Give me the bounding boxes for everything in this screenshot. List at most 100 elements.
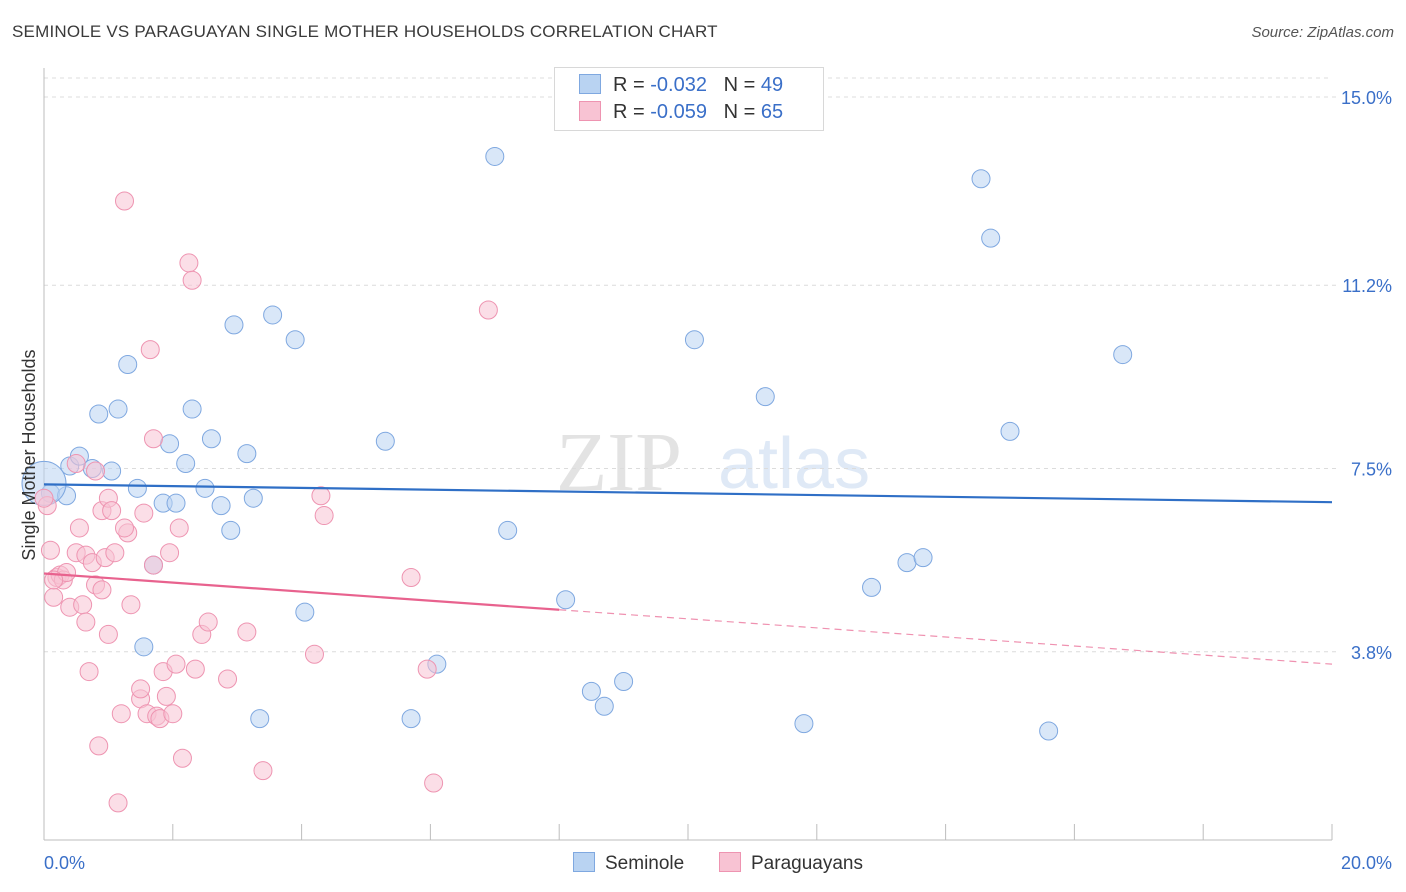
seminole-point [556, 590, 576, 610]
paraguayan-point [111, 704, 131, 724]
seminole-point [237, 444, 257, 464]
n-value-seminole: 49 [760, 74, 784, 96]
n-label: N = [723, 74, 756, 96]
seminole-point [498, 520, 518, 540]
paraguayan-point [115, 191, 134, 211]
seminole-point [221, 520, 241, 540]
seminole-point [581, 681, 601, 701]
y-tick-label: 7.5% [1351, 460, 1392, 480]
paraguayan-point [169, 518, 189, 538]
paraguayan-point [89, 736, 109, 756]
paraguayan-point [105, 543, 125, 563]
chart-source: Source: ZipAtlas.com [1251, 24, 1394, 41]
r-value-paraguayans: -0.059 [650, 101, 707, 123]
seminole-point [263, 305, 283, 325]
paraguayan-point [92, 580, 112, 600]
paraguayan-point [179, 253, 199, 273]
seminole-point [285, 330, 305, 350]
paraguayan-point [156, 686, 176, 706]
paraguayan-point [40, 540, 60, 560]
seminole-swatch [579, 74, 601, 94]
r-value-seminole: -0.032 [650, 74, 707, 96]
y-tick-label: 3.8% [1351, 643, 1392, 663]
chart-title: SEMINOLE VS PARAGUAYAN SINGLE MOTHER HOU… [12, 22, 718, 41]
x-tick-label: 20.0% [1341, 853, 1392, 873]
paraguayan-points [34, 191, 498, 813]
seminole-point [684, 330, 704, 350]
n-label: N = [723, 101, 756, 123]
seminole-point [224, 315, 244, 335]
paraguayan-point [79, 662, 99, 682]
seminole-point [182, 399, 202, 419]
trend-lines [43, 483, 1333, 665]
y-tick-label: 11.2% [1342, 276, 1392, 296]
seminole-point [176, 454, 196, 474]
seminole-point [755, 387, 775, 407]
seminole-legend-swatch [573, 852, 595, 872]
paraguayan-point [166, 654, 186, 674]
watermark-atlas: atlas [718, 424, 870, 504]
paraguayan-point [73, 595, 93, 615]
seminole-trend-line [43, 483, 1333, 504]
paraguayan-point [143, 555, 163, 575]
paraguayan-point [182, 270, 202, 290]
paraguayan-point [424, 773, 444, 793]
paraguayan-point [121, 595, 141, 615]
seminole-point [1000, 421, 1020, 441]
paraguayan-legend-label: Paraguayans [751, 853, 863, 874]
legend-row-paraguayans: R = -0.059 N = 65 [579, 101, 783, 125]
paraguayan-point [478, 300, 498, 320]
legend-row-seminole: R = -0.032 N = 49 [579, 74, 783, 98]
paraguayan-point [304, 644, 324, 664]
tick-labels: 3.8% 7.5% 11.2% 15.0% 0.0% 20.0% [44, 88, 1392, 873]
seminole-point [913, 548, 933, 568]
paraguayan-point [115, 518, 134, 538]
paraguayan-point [76, 612, 96, 632]
paraguayan-point [311, 486, 331, 506]
grid-lines [44, 77, 1340, 653]
paraguayan-trend-line [43, 572, 560, 611]
paraguayan-point [218, 669, 238, 689]
seminole-point [211, 496, 231, 516]
seminole-point [166, 493, 186, 513]
n-value-paraguayans: 65 [760, 101, 784, 123]
seminole-point [250, 709, 270, 729]
legend-item-seminole[interactable]: Seminole [573, 852, 684, 875]
seminole-point [375, 431, 395, 451]
seminole-legend-label: Seminole [605, 853, 685, 874]
seminole-point [897, 553, 917, 573]
seminole-point [89, 404, 109, 424]
paraguayan-point [237, 622, 257, 642]
axes [43, 68, 1333, 841]
paraguayan-legend-swatch [719, 852, 741, 872]
paraguayan-point [102, 501, 122, 521]
paraguayan-point [108, 793, 128, 813]
paraguayan-point [417, 659, 437, 679]
seminole-point [1113, 345, 1133, 365]
paraguayan-point [131, 679, 151, 699]
seminole-point [401, 709, 421, 729]
paraguayan-point [314, 506, 334, 526]
seminole-point [862, 577, 882, 597]
seminole-point [295, 602, 315, 622]
seminole-point [981, 228, 1001, 248]
seminole-point [108, 399, 128, 419]
paraguayan-point [134, 503, 154, 523]
seminole-point [594, 696, 614, 716]
seminole-point [160, 434, 180, 454]
seminole-point [485, 146, 505, 166]
paraguayan-point [401, 567, 421, 587]
paraguayan-point [44, 587, 64, 607]
seminole-point [614, 671, 634, 691]
seminole-point [195, 478, 215, 498]
legend-item-paraguayans[interactable]: Paraguayans [719, 852, 863, 875]
seminole-point [127, 478, 147, 498]
seminole-point [1039, 721, 1059, 741]
paraguayan-point [160, 543, 180, 563]
seminole-point [118, 354, 138, 374]
watermark-zip: ZIP [556, 416, 682, 509]
paraguayan-point [66, 454, 86, 474]
r-label: R = [613, 74, 645, 96]
y-axis-label: Single Mother Households [19, 349, 39, 560]
